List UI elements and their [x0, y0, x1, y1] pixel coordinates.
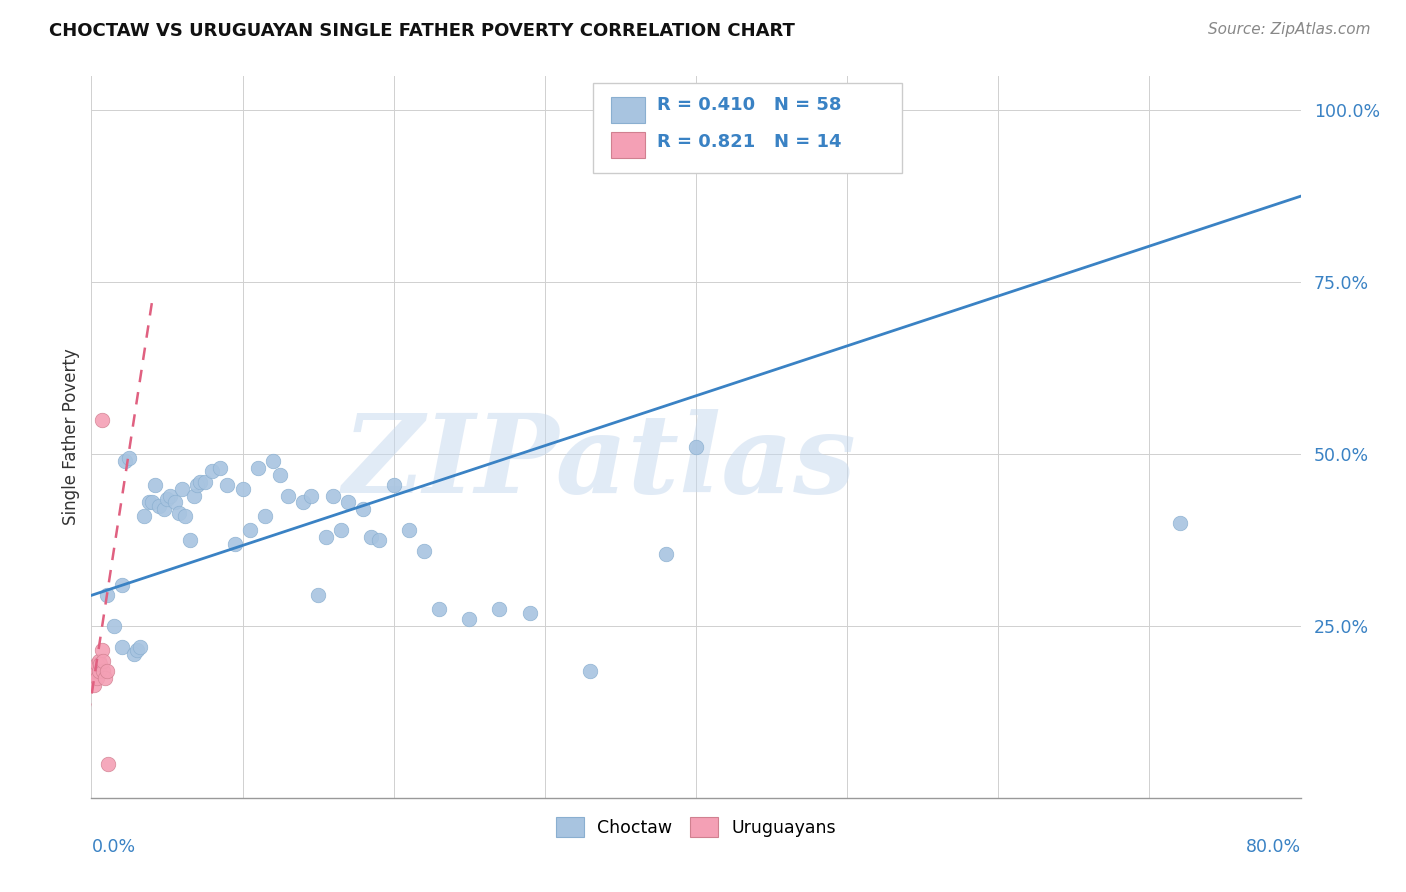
- Point: [84, 664, 107, 678]
- Point: [114, 454, 136, 468]
- Point: [103, 619, 125, 633]
- Point: [322, 489, 344, 503]
- Point: [122, 647, 145, 661]
- Point: [97, 756, 120, 771]
- Text: Source: ZipAtlas.com: Source: ZipAtlas.com: [1208, 22, 1371, 37]
- Point: [167, 506, 190, 520]
- Point: [488, 602, 510, 616]
- Point: [111, 578, 132, 592]
- Point: [86, 657, 108, 672]
- Point: [367, 533, 389, 548]
- Point: [148, 499, 170, 513]
- Point: [179, 533, 201, 548]
- Point: [128, 640, 150, 654]
- Point: [143, 478, 166, 492]
- Point: [194, 475, 217, 489]
- Point: [96, 588, 118, 602]
- Point: [292, 495, 315, 509]
- Point: [427, 602, 450, 616]
- Point: [91, 413, 114, 427]
- Point: [134, 509, 156, 524]
- Point: [277, 489, 299, 503]
- Point: [91, 643, 114, 657]
- Point: [262, 454, 284, 468]
- Point: [579, 664, 602, 678]
- Point: [87, 664, 110, 678]
- Point: [156, 491, 179, 506]
- Point: [217, 478, 239, 492]
- Y-axis label: Single Father Poverty: Single Father Poverty: [62, 349, 80, 525]
- Point: [1168, 516, 1191, 530]
- Point: [125, 643, 148, 657]
- Text: ZIPatlas: ZIPatlas: [342, 409, 856, 516]
- Text: 0.0%: 0.0%: [91, 838, 135, 856]
- Point: [299, 489, 322, 503]
- Point: [201, 465, 224, 479]
- Point: [138, 495, 160, 509]
- Point: [382, 478, 405, 492]
- FancyBboxPatch shape: [593, 83, 901, 173]
- Point: [685, 441, 707, 455]
- Point: [174, 509, 197, 524]
- Point: [141, 495, 163, 509]
- Legend: Choctaw, Uruguayans: Choctaw, Uruguayans: [548, 810, 844, 844]
- Point: [352, 502, 374, 516]
- Point: [188, 475, 211, 489]
- Point: [360, 530, 382, 544]
- Point: [118, 450, 141, 465]
- Text: 80.0%: 80.0%: [1246, 838, 1301, 856]
- Point: [398, 523, 420, 537]
- Point: [307, 588, 329, 602]
- Point: [458, 612, 481, 626]
- Text: R = 0.410   N = 58: R = 0.410 N = 58: [657, 95, 842, 113]
- Point: [87, 654, 110, 668]
- Point: [153, 502, 176, 516]
- Point: [96, 664, 118, 678]
- FancyBboxPatch shape: [612, 96, 645, 123]
- FancyBboxPatch shape: [612, 132, 645, 158]
- Point: [111, 640, 132, 654]
- Point: [519, 606, 541, 620]
- Point: [329, 523, 352, 537]
- Point: [183, 489, 205, 503]
- Point: [246, 461, 269, 475]
- Point: [231, 482, 253, 496]
- Point: [83, 678, 105, 692]
- Point: [208, 461, 231, 475]
- Point: [654, 547, 676, 561]
- Text: CHOCTAW VS URUGUAYAN SINGLE FATHER POVERTY CORRELATION CHART: CHOCTAW VS URUGUAYAN SINGLE FATHER POVER…: [49, 22, 794, 40]
- Point: [163, 495, 186, 509]
- Point: [86, 671, 108, 685]
- Point: [93, 664, 115, 678]
- Point: [254, 509, 277, 524]
- Point: [239, 523, 262, 537]
- Point: [224, 537, 246, 551]
- Point: [186, 478, 208, 492]
- Text: R = 0.821   N = 14: R = 0.821 N = 14: [657, 133, 842, 152]
- Point: [413, 543, 436, 558]
- Point: [315, 530, 337, 544]
- Point: [93, 654, 115, 668]
- Point: [269, 467, 291, 482]
- Point: [89, 657, 111, 672]
- Point: [172, 482, 194, 496]
- Point: [94, 671, 117, 685]
- Point: [337, 495, 360, 509]
- Point: [159, 489, 181, 503]
